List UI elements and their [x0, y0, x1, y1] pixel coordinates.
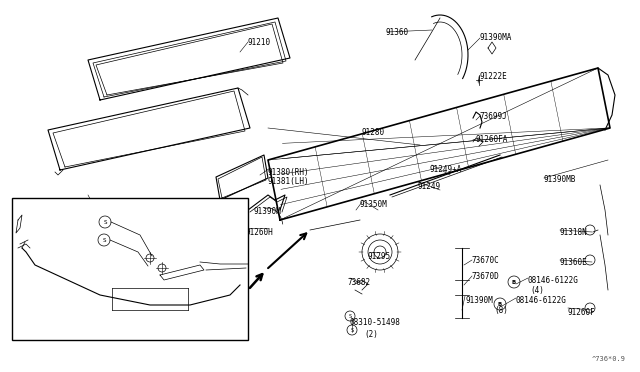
Text: 91381(LH): 91381(LH) [268, 177, 310, 186]
Text: 91390M: 91390M [465, 296, 493, 305]
Text: 73622M: 73622M [22, 222, 50, 231]
Text: S: S [348, 314, 351, 318]
Text: 08310-51498: 08310-51498 [350, 318, 401, 327]
Text: 73682: 73682 [348, 278, 371, 287]
Text: S08310-40825: S08310-40825 [88, 240, 143, 249]
Text: 91260H: 91260H [246, 228, 274, 237]
Text: (2): (2) [108, 228, 122, 237]
Text: 91390MB: 91390MB [544, 175, 577, 184]
Text: 73699J: 73699J [480, 112, 508, 121]
Text: 73625F: 73625F [168, 296, 196, 305]
Text: 91360: 91360 [385, 28, 408, 37]
Text: 91380(RH): 91380(RH) [268, 168, 310, 177]
Text: 91249+A: 91249+A [430, 165, 462, 174]
Text: 91260E: 91260E [136, 308, 164, 317]
Text: 73622N: 73622N [116, 322, 144, 331]
Text: B: B [512, 279, 516, 285]
Text: 73670D: 73670D [472, 272, 500, 281]
Text: (2): (2) [364, 330, 378, 339]
Text: (4): (4) [530, 286, 544, 295]
Text: 91350M: 91350M [212, 302, 240, 311]
Text: 91360E: 91360E [560, 258, 588, 267]
Text: 91353N (LH): 91353N (LH) [38, 278, 89, 287]
Text: 91390MA: 91390MA [480, 33, 513, 42]
Text: 91280: 91280 [362, 128, 385, 137]
Text: 91222E: 91222E [480, 72, 508, 81]
Text: S: S [351, 327, 353, 333]
Text: 91353M (RH): 91353M (RH) [38, 268, 89, 277]
Text: S: S [102, 237, 106, 243]
Text: 73625G: 73625G [184, 272, 212, 281]
Text: B: B [498, 301, 502, 307]
Text: 91249: 91249 [418, 182, 441, 191]
Text: 91260F: 91260F [568, 308, 596, 317]
Text: (8): (8) [494, 306, 508, 315]
Text: S: S [103, 219, 107, 224]
Bar [12, 198, 248, 340]
Text: (2): (2) [108, 250, 122, 259]
Text: 91390M: 91390M [254, 207, 282, 216]
Text: 73625E: 73625E [164, 254, 192, 263]
Text: 08146-6122G: 08146-6122G [528, 276, 579, 285]
Text: 91350M: 91350M [360, 200, 388, 209]
Text: 91210: 91210 [248, 38, 271, 47]
Text: 91295: 91295 [368, 252, 391, 261]
Text: 08146-6122G: 08146-6122G [516, 296, 567, 305]
Text: S08310-40826: S08310-40826 [92, 218, 147, 227]
Text: 91318N: 91318N [560, 228, 588, 237]
Text: 91250N: 91250N [100, 215, 128, 224]
Text: 91260FA: 91260FA [476, 135, 508, 144]
Text: ^736*0.9: ^736*0.9 [592, 356, 626, 362]
Text: 73670C: 73670C [472, 256, 500, 265]
